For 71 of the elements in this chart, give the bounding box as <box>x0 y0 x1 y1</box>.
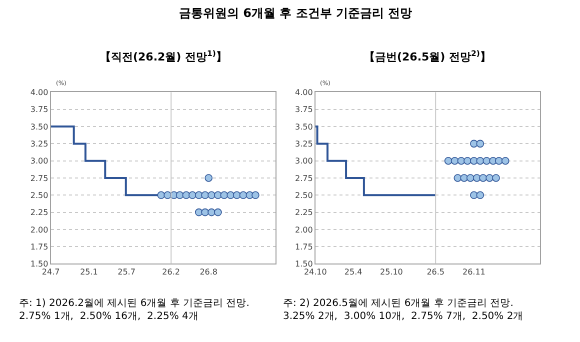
point <box>194 208 203 216</box>
x-tick-label: 26.11 <box>462 267 486 276</box>
chart-subtitle: 【직전(26.2월) 전망$^{1)}$】 <box>100 49 227 64</box>
point <box>470 140 478 148</box>
x-tick-label: 26.2 <box>162 267 180 276</box>
y-tick-label: 4.00 <box>295 88 313 98</box>
point <box>157 191 166 200</box>
x-tick-label: 25.7 <box>118 267 136 276</box>
y-tick-label: 3.00 <box>30 156 48 166</box>
y-tick-label: 2.75 <box>30 174 48 183</box>
point <box>444 156 452 165</box>
y-tick-label: 3.25 <box>30 139 48 148</box>
point <box>464 156 472 165</box>
y-tick-label: 3.50 <box>30 122 48 132</box>
y-tick-label: 2.75 <box>295 174 313 183</box>
y-tick-label: 2.25 <box>295 208 313 218</box>
point <box>454 174 462 182</box>
x-tick-label: 25.10 <box>380 267 403 276</box>
point <box>479 174 487 182</box>
x-tick-label: 26.5 <box>426 267 445 276</box>
point <box>495 156 503 165</box>
y-tick-label: 2.00 <box>295 225 313 234</box>
point <box>482 156 491 165</box>
y-tick-label: 1.50 <box>30 260 48 269</box>
y-tick-label: 3.25 <box>295 139 313 148</box>
point <box>176 191 184 200</box>
point <box>466 174 474 182</box>
chart-subtitle: 【금번(26.5월) 전망$^{2)}$】 <box>364 49 491 64</box>
point <box>208 208 216 216</box>
x-tick-label: 25.1 <box>80 267 98 276</box>
point <box>501 156 510 165</box>
point <box>450 156 459 165</box>
x-tick-label: 26.8 <box>200 267 218 276</box>
point <box>476 140 484 148</box>
point <box>492 174 500 182</box>
point <box>476 191 484 200</box>
point <box>201 208 209 216</box>
point <box>188 191 196 200</box>
chart-title: 금통위원의 6개월 후 조건부 기준금리 전망 <box>179 6 412 20</box>
point <box>472 174 481 182</box>
point <box>220 191 228 200</box>
y-tick-label: 1.50 <box>295 260 313 269</box>
point <box>208 191 216 200</box>
point <box>470 156 478 165</box>
y-tick-label: 1.75 <box>295 242 313 252</box>
point <box>486 174 494 182</box>
point <box>201 191 209 200</box>
text: 주: 2) 2026.5월에 제시된 6개월 후 기준금리 전망. 3.25% 2개, 3.00% 10개, 2.75% 7개, 2.50% 2개 <box>283 298 524 322</box>
point <box>252 191 260 200</box>
y-tick-label: 3.75 <box>30 105 48 114</box>
y-tick-label: 2.50 <box>295 190 313 200</box>
y-tick-label: 2.25 <box>30 208 48 218</box>
point <box>164 191 172 200</box>
y-tick-label: 3.75 <box>295 105 313 114</box>
y-tick-label: 1.75 <box>30 242 48 252</box>
point <box>232 191 241 200</box>
x-tick-label: 24.10 <box>304 267 327 276</box>
point <box>470 191 478 200</box>
text: 주: 1) 2026.2월에 제시된 6개월 후 기준금리 전망. 2.75% 1개, 2.50% 16개, 2.25% 4개 <box>19 298 250 322</box>
x-tick-label: 25.4 <box>344 267 362 276</box>
y-tick-label: 3.50 <box>295 122 313 132</box>
point <box>476 156 484 165</box>
point <box>214 191 222 200</box>
point <box>204 174 213 182</box>
point <box>214 208 222 216</box>
x-tick-label: 24.7 <box>42 267 60 276</box>
y-tick-label: 4.00 <box>30 88 48 98</box>
y-tick-label: 2.00 <box>30 225 48 234</box>
y-tick-label: 3.00 <box>295 156 313 166</box>
point <box>239 191 248 200</box>
y-tick-label: 2.50 <box>30 190 48 200</box>
